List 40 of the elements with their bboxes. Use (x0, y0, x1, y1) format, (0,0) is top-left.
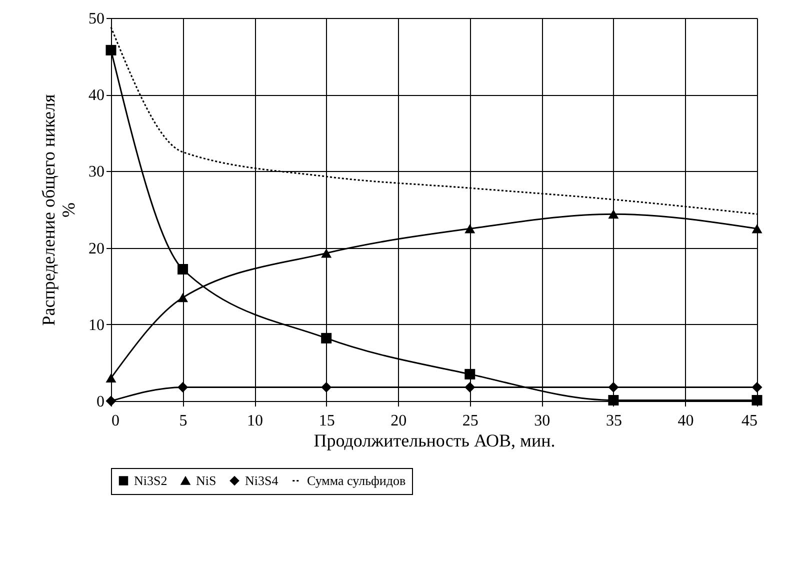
x-tick-label: 40 (678, 412, 694, 430)
point (608, 394, 619, 406)
x-tick-label: 15 (318, 412, 335, 430)
point (178, 382, 188, 392)
point (178, 293, 188, 302)
point (106, 396, 116, 406)
y-tick-label: 10 (88, 316, 104, 334)
point (464, 224, 476, 234)
x-axis-title: Продолжительность АОВ, мин. (314, 430, 556, 450)
point (752, 394, 762, 406)
x-tick-label: 30 (534, 412, 550, 430)
point (321, 332, 332, 344)
x-tick-label: 45 (742, 412, 758, 430)
y-axis-title: Распределение общего никеля % (38, 94, 78, 326)
y-tick-label: 20 (88, 240, 104, 258)
x-tick-label: 0 (112, 412, 120, 430)
legend-label: Сумма сульфидов (307, 472, 406, 488)
x-tick-label: 5 (179, 412, 188, 430)
legend-label: Ni3S4 (245, 472, 279, 488)
point (608, 382, 619, 392)
legend-label: NiS (196, 472, 216, 488)
point (321, 382, 332, 392)
point (752, 224, 762, 234)
y-tick-label: 40 (88, 87, 104, 104)
point (106, 44, 116, 56)
x-tick-label: 20 (390, 412, 407, 430)
point (321, 248, 332, 258)
y-tick-label: 0 (96, 394, 104, 410)
point (464, 368, 476, 380)
point (752, 382, 762, 392)
x-tick-label: 10 (247, 412, 264, 430)
y-tick-label: 30 (88, 164, 104, 181)
legend-label: Ni3S2 (134, 472, 168, 488)
point (464, 382, 476, 392)
point (106, 373, 116, 383)
point (608, 210, 619, 219)
x-tick-label: 35 (606, 412, 622, 430)
point (178, 264, 188, 274)
x-tick-label: 25 (462, 412, 478, 430)
y-tick-label: 50 (88, 10, 104, 28)
